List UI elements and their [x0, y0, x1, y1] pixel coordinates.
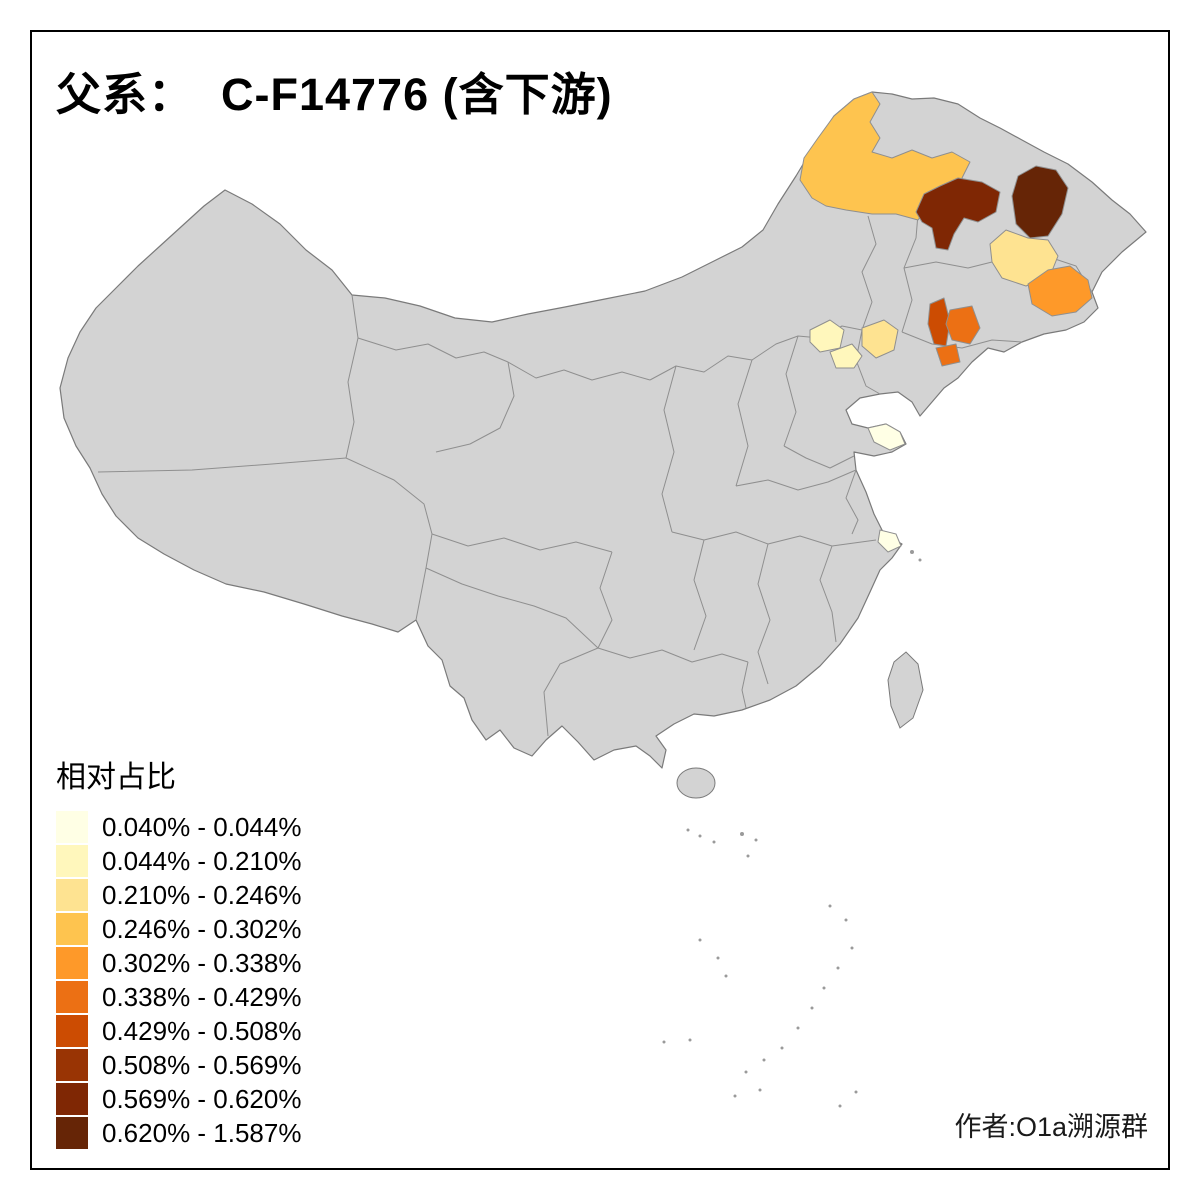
legend-item: 0.302% - 0.338%	[56, 946, 301, 980]
legend-swatch	[56, 879, 88, 911]
legend-label: 0.508% - 0.569%	[102, 1050, 302, 1080]
choropleth-region-liaoning-small	[935, 343, 961, 367]
choropleth-region-ne-hebei-2	[829, 343, 863, 369]
legend-swatch	[56, 1117, 88, 1149]
legend-label: 0.302% - 0.338%	[102, 948, 302, 978]
legend-label: 0.246% - 0.302%	[102, 914, 302, 944]
hainan-island	[676, 767, 716, 799]
legend-item: 0.246% - 0.302%	[56, 912, 301, 946]
legend-label: 0.210% - 0.246%	[102, 880, 302, 910]
legend-swatch	[56, 981, 88, 1013]
legend-title: 相对占比	[56, 761, 176, 794]
legend-item: 0.338% - 0.429%	[56, 980, 301, 1014]
author-credit: 作者:O1a溯源群	[954, 1112, 1148, 1142]
legend-label: 0.040% - 0.044%	[102, 812, 302, 842]
legend-label: 0.429% - 0.508%	[102, 1016, 302, 1046]
choropleth-region-west-liaoning	[861, 319, 899, 359]
legend-swatch	[56, 811, 88, 843]
legend-item: 0.210% - 0.246%	[56, 878, 301, 912]
legend-swatch	[56, 1015, 88, 1047]
legend-label: 0.569% - 0.620%	[102, 1084, 302, 1114]
legend-label: 0.620% - 1.587%	[102, 1118, 302, 1148]
choropleth-region-central-heilongjiang	[989, 229, 1059, 287]
choropleth-regions	[799, 91, 1093, 553]
legend-label: 0.338% - 0.429%	[102, 982, 302, 1012]
legend-swatch	[56, 1083, 88, 1115]
legend-item: 0.044% - 0.210%	[56, 844, 301, 878]
choropleth-region-shanghai	[877, 529, 902, 553]
legend-item: 0.620% - 1.587%	[56, 1116, 301, 1150]
choropleth-region-shandong-tip	[867, 423, 906, 451]
legend: 相对占比 0.040% - 0.044% 0.044% - 0.210% 0.2…	[56, 752, 301, 1150]
legend-swatch	[56, 845, 88, 877]
choropleth-region-north-heilongjiang-east	[1011, 165, 1069, 239]
legend-swatch	[56, 947, 88, 979]
choropleth-region-north-heilongjiang	[915, 177, 1001, 251]
legend-label: 0.044% - 0.210%	[102, 846, 302, 876]
south-china-sea-islands	[662, 550, 922, 1108]
legend-item: 0.508% - 0.569%	[56, 1048, 301, 1082]
legend-item: 0.569% - 0.620%	[56, 1082, 301, 1116]
choropleth-region-east-jilin	[1027, 265, 1093, 317]
page-title: 父系： C-F14776 (含下游)	[56, 69, 613, 120]
legend-swatch	[56, 1049, 88, 1081]
legend-swatch	[56, 913, 88, 945]
choropleth-region-ne-inner-mongolia	[799, 91, 975, 221]
province-borders	[97, 213, 1093, 737]
legend-item: 0.040% - 0.044%	[56, 810, 301, 844]
taiwan-island	[887, 651, 924, 729]
legend-item: 0.429% - 0.508%	[56, 1014, 301, 1048]
choropleth-region-central-jilin-block	[945, 305, 981, 345]
